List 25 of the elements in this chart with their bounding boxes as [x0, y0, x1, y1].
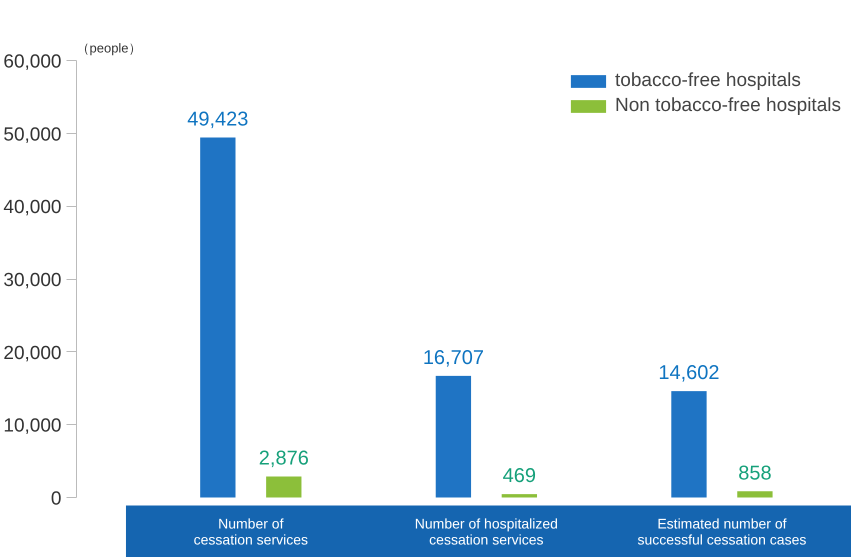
y-tick-label: 40,000: [3, 197, 62, 218]
x-tick-label: Number of hospitalized cessation services: [414, 516, 558, 548]
x-tick-label: Estimated number of successful cessation cases: [638, 516, 806, 548]
y-tick-label: 60,000: [3, 52, 62, 72]
y-axis-title: （people）: [76, 40, 142, 56]
y-tick-label: 30,000: [3, 270, 62, 291]
data-label: 49,423: [187, 108, 248, 131]
data-label: 16,707: [422, 346, 484, 369]
bar: [200, 138, 236, 498]
bar: [436, 376, 472, 498]
data-label: 469: [502, 465, 536, 488]
data-label: 14,602: [658, 362, 720, 384]
data-label: 2,876: [258, 448, 309, 470]
x-tick-label: Number of cessation services: [194, 516, 308, 548]
y-tick-label: 50,000: [3, 124, 62, 146]
bar: [671, 391, 707, 498]
data-label: 858: [738, 462, 772, 484]
y-tick-label: 10,000: [3, 416, 62, 437]
legend-label: Non tobacco-free hospitals: [614, 95, 841, 117]
y-tick-label: 20,000: [3, 342, 62, 364]
bar: [266, 476, 302, 498]
bar: [502, 494, 538, 498]
bar: [737, 491, 773, 498]
y-tick-label: 0: [50, 488, 62, 510]
legend-label: tobacco-free hospitals: [614, 70, 801, 92]
